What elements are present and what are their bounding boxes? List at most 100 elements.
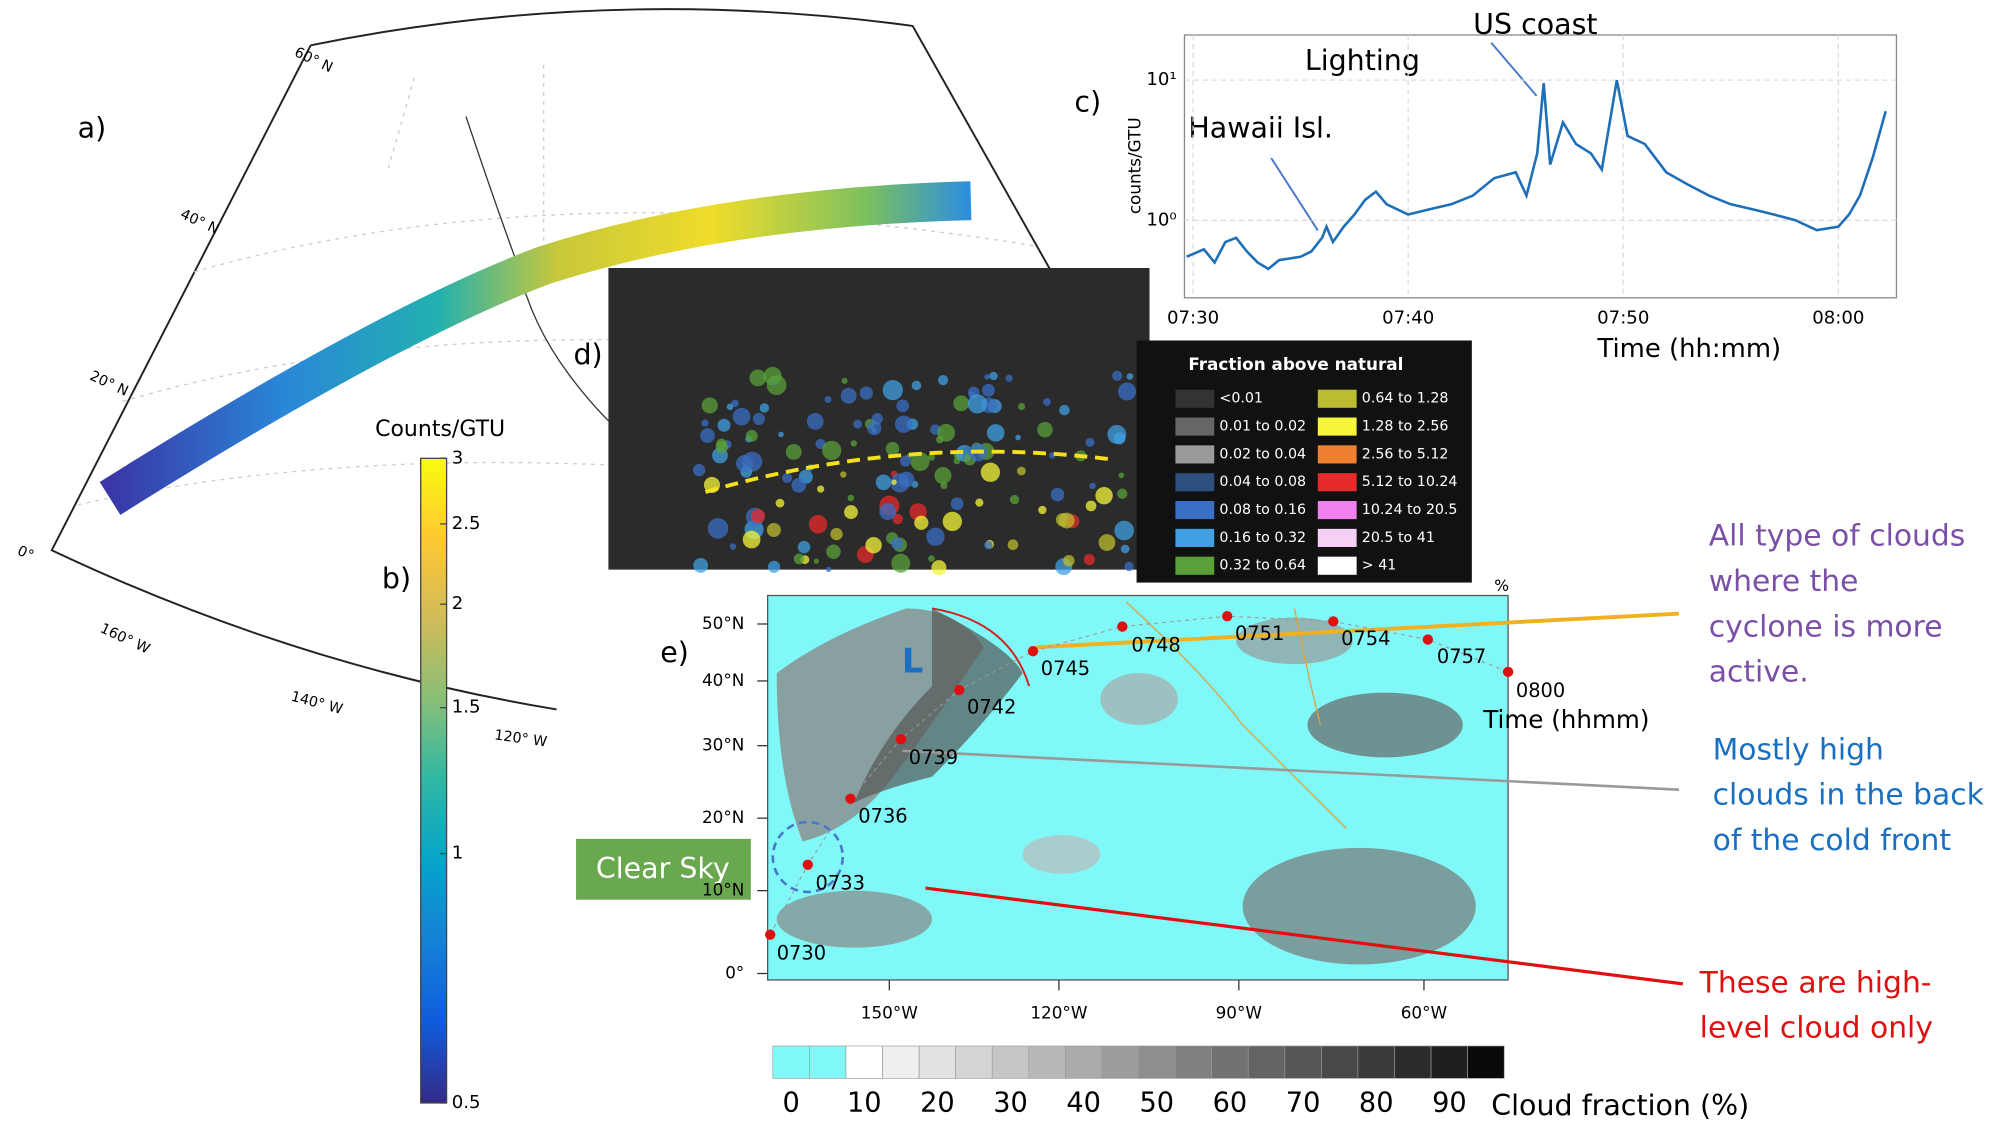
light-blob xyxy=(953,395,970,412)
colorbar-tick-label: 0.5 xyxy=(452,1092,481,1113)
colorbar-tick-label: 3 xyxy=(452,447,464,468)
light-blob xyxy=(693,558,709,573)
light-blob xyxy=(1059,404,1070,416)
colorbar-cell xyxy=(1284,1045,1322,1079)
track-time: 0739 xyxy=(909,746,958,769)
note-text: cyclone is more xyxy=(1709,609,1943,644)
colorbar-tick-label: 60 xyxy=(1213,1088,1248,1119)
lat-label: 10°N xyxy=(702,880,744,900)
light-blob xyxy=(735,455,753,472)
legend-title: Fraction above natural xyxy=(1188,354,1403,374)
legend-swatch xyxy=(1175,501,1215,520)
colorbar-cell xyxy=(772,1045,810,1079)
light-blob xyxy=(1120,544,1130,554)
unit-label: % xyxy=(1494,577,1509,595)
light-blob xyxy=(1083,553,1095,566)
lon-label: 150°W xyxy=(861,1003,918,1023)
legend-swatch xyxy=(1317,473,1357,492)
track-point xyxy=(895,734,907,745)
light-blob xyxy=(928,555,935,562)
data-line xyxy=(1186,79,1887,271)
colorbar-cell xyxy=(1321,1045,1359,1079)
track-point xyxy=(1328,616,1339,627)
light-blob xyxy=(840,471,847,478)
track-time: 0754 xyxy=(1341,627,1390,650)
legend-label: 0.04 to 0.08 xyxy=(1219,474,1306,490)
track-time: 0745 xyxy=(1041,657,1090,680)
light-blob xyxy=(1114,520,1135,541)
light-blob xyxy=(967,394,988,414)
panel-e: Clear Sky L % Time (hhmm) e) Cloud fract… xyxy=(576,577,1749,1122)
light-blob xyxy=(1095,486,1113,505)
light-blob xyxy=(763,366,782,386)
light-blob xyxy=(1015,434,1021,441)
track-time: 0736 xyxy=(858,804,907,827)
light-blob xyxy=(927,453,936,461)
colorbar-cell xyxy=(1467,1045,1505,1079)
light-blob xyxy=(1043,398,1051,406)
colorbar-cell xyxy=(809,1045,847,1079)
light-blob xyxy=(830,527,843,541)
light-blob xyxy=(766,522,781,538)
legend-label: 2.56 to 5.12 xyxy=(1362,446,1449,462)
track-time: 0730 xyxy=(777,942,826,965)
colorbar-tick-label: 50 xyxy=(1140,1088,1175,1119)
colorbar-cell xyxy=(1101,1045,1139,1079)
light-blob xyxy=(742,530,761,549)
pointer-line xyxy=(1035,611,1680,650)
colorbar-cell xyxy=(1028,1045,1066,1079)
clear-sky-box xyxy=(576,838,751,900)
y-tick-label: 10¹ xyxy=(1146,69,1176,90)
cloud xyxy=(1100,673,1178,725)
x-axis-label: Time (hh:mm) xyxy=(1596,334,1781,364)
light-blob xyxy=(865,537,882,554)
map-frame xyxy=(310,8,1141,428)
light-blob xyxy=(891,479,897,485)
legend-swatch xyxy=(1175,389,1215,408)
plot-frame xyxy=(1183,34,1898,299)
legend-swatch xyxy=(1317,417,1357,436)
colorbar-tick-label: 90 xyxy=(1432,1088,1467,1119)
colorbar-cell xyxy=(1065,1045,1103,1079)
light-blob xyxy=(1037,421,1053,438)
lon-label: 60°W xyxy=(1401,1003,1448,1023)
light-blob xyxy=(707,518,729,539)
light-blob xyxy=(844,505,858,520)
light-blob xyxy=(822,440,842,461)
legend-label: > 41 xyxy=(1362,558,1397,574)
track-point xyxy=(1027,645,1039,657)
light-blob xyxy=(767,560,781,573)
light-blob xyxy=(775,498,785,508)
panel-label: e) xyxy=(660,636,689,669)
light-blob xyxy=(1063,554,1075,567)
light-blob xyxy=(891,553,911,573)
track-point xyxy=(765,929,776,940)
legend-swatch xyxy=(1317,445,1357,464)
legend-label: 0.01 to 0.02 xyxy=(1219,419,1306,435)
note-text: of the cold front xyxy=(1713,823,1951,858)
legend-swatch xyxy=(1175,528,1215,547)
light-blob xyxy=(896,399,910,413)
lat-label: 20°N xyxy=(702,807,744,827)
lat-label: 50°N xyxy=(702,613,744,633)
light-blob xyxy=(808,515,828,534)
cloud xyxy=(1022,834,1101,874)
track-time: 0757 xyxy=(1437,645,1486,668)
light-blob xyxy=(914,515,929,530)
pointer-line xyxy=(902,749,1680,791)
track-time: 0751 xyxy=(1235,622,1284,645)
light-blob xyxy=(759,403,770,413)
light-blob xyxy=(826,544,841,559)
colorbar-cell xyxy=(1394,1045,1432,1079)
lon-label: 140° W xyxy=(289,689,344,718)
light-blob xyxy=(1124,561,1134,572)
colorbar xyxy=(420,457,448,1104)
note-text: active. xyxy=(1709,655,1809,690)
light-blob xyxy=(894,415,913,433)
light-blob xyxy=(791,477,807,493)
note-text: Mostly high xyxy=(1713,732,1884,767)
note-text: These are high- xyxy=(1699,965,1932,1000)
light-blob xyxy=(875,474,892,491)
time-label: Time (hhmm) xyxy=(1482,705,1649,734)
x-tick-label: 08:00 xyxy=(1812,307,1864,328)
